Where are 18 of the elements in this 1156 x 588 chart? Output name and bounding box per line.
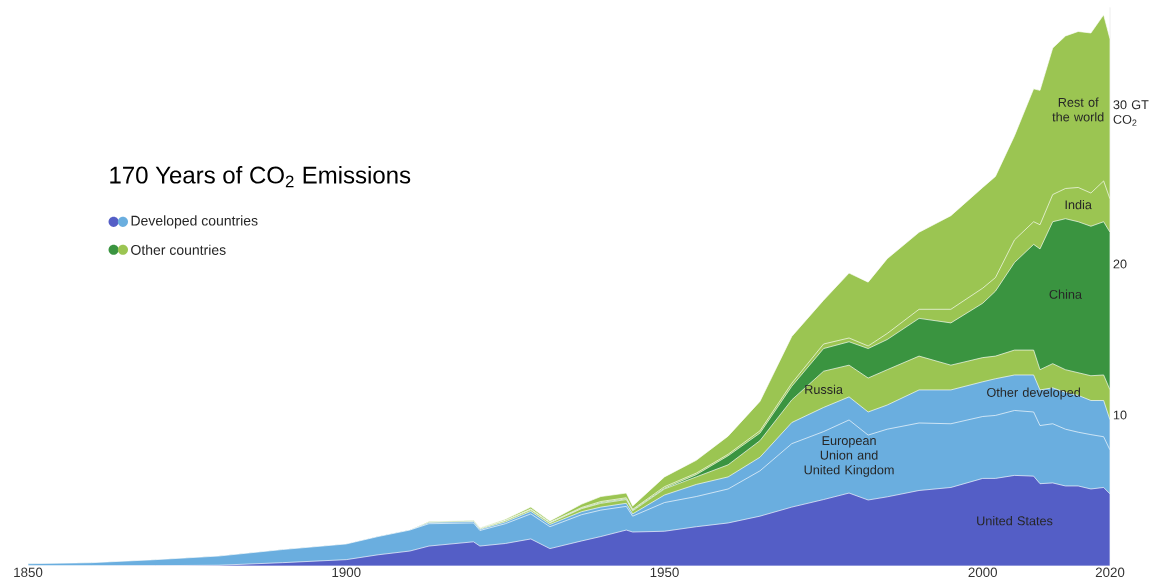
y-tick-label: 10 xyxy=(1113,410,1127,420)
annotation: Other countries xyxy=(131,244,226,255)
series-label: Other developed xyxy=(987,387,1080,400)
x-tick-label: 2020 xyxy=(1095,567,1125,578)
annotation: Developed countries xyxy=(131,215,258,229)
series-label: European Union and United Kingdom xyxy=(804,436,894,477)
series-label: India xyxy=(1065,199,1092,210)
x-tick-label: 1900 xyxy=(332,567,361,578)
series-label: United States xyxy=(977,516,1053,526)
series-label: China xyxy=(1049,289,1082,299)
x-tick-label: 2000 xyxy=(968,567,998,578)
series-label: Russia xyxy=(805,384,843,394)
x-tick-label: 1850 xyxy=(14,567,43,578)
text: 170 Years of CO$_{2}$ Emissions xyxy=(110,166,411,188)
y-tick-label: 30 GT CO$_{2}$ xyxy=(1113,100,1149,126)
x-tick-label: 1950 xyxy=(650,567,679,578)
y-tick-label: 20 xyxy=(1113,259,1127,269)
series-label: Rest of the world xyxy=(1052,97,1104,122)
